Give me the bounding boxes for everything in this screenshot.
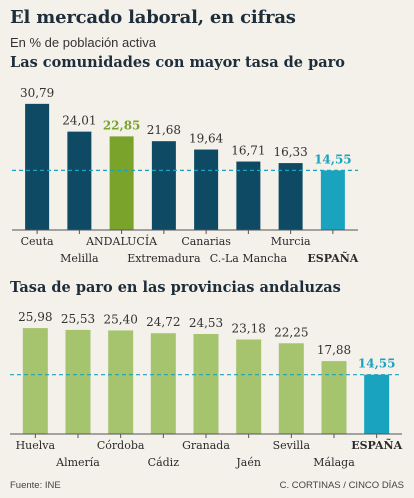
bar-jaen <box>236 339 262 434</box>
category-label-granada: Granada <box>182 439 230 452</box>
bar-almeria <box>65 329 91 434</box>
bar-melilla <box>67 131 92 230</box>
value-label-cordoba: 25,40 <box>103 312 137 326</box>
bar-cordoba <box>108 330 134 434</box>
bar-huelva <box>22 328 48 434</box>
category-label-canarias: Canarias <box>181 235 231 248</box>
bar-chart-comunidades: 30,79 Ceuta 24,01 Melilla 22,85 ANDALUCÍA 21,6… <box>12 86 359 265</box>
value-label-espana: 14,55 <box>314 152 352 166</box>
value-label-murcia: 16,33 <box>273 145 307 159</box>
value-label-almeria: 25,53 <box>61 312 95 326</box>
value-label-canarias: 19,64 <box>189 132 224 146</box>
category-label-murcia: Murcia <box>271 235 311 248</box>
category-label-espana: ESPAÑA <box>307 251 358 265</box>
credit-note: C. CORTINAS / CINCO DÍAS <box>279 480 404 491</box>
source-note: Fuente: INE <box>10 480 61 491</box>
bar-cadiz <box>150 333 176 434</box>
value-label-huelva: 25,98 <box>18 310 52 324</box>
category-label-cordoba: Córdoba <box>97 439 145 452</box>
value-label-melilla: 24,01 <box>62 114 96 128</box>
value-label-andalucia: 22,85 <box>103 118 141 132</box>
bar-extremadura <box>151 141 176 230</box>
value-label-sevilla: 22,25 <box>274 325 308 339</box>
bar-sevilla <box>278 343 304 434</box>
chart-title-comunidades: Las comunidades con mayor tasa de paro <box>10 54 345 71</box>
category-label-ceuta: Ceuta <box>21 235 54 248</box>
value-label-extremadura: 21,68 <box>147 123 181 137</box>
category-label-malaga: Málaga <box>313 456 355 469</box>
category-label-andalucia: ANDALUCÍA <box>85 234 158 248</box>
bar-espana <box>364 374 390 434</box>
bar-c-la-mancha <box>236 161 261 230</box>
category-label-c-la-mancha: C.-La Mancha <box>210 252 288 265</box>
page-subtitle: En % de población activa <box>10 35 156 50</box>
category-label-cadiz: Cádiz <box>148 456 180 469</box>
chart-title-provincias: Tasa de paro en las provincias andaluzas <box>10 279 341 296</box>
page-title: El mercado laboral, en cifras <box>10 7 296 28</box>
value-label-granada: 24,53 <box>189 316 223 330</box>
bar-ceuta <box>25 103 50 230</box>
category-label-espana: ESPAÑA <box>351 438 402 452</box>
bar-chart-provincias: 25,98 Huelva 25,53 Almería 25,40 Córdoba 24,72… <box>10 310 403 469</box>
bar-canarias <box>194 149 219 230</box>
category-label-extremadura: Extremadura <box>127 252 201 265</box>
value-label-espana: 14,55 <box>358 357 396 371</box>
value-label-malaga: 17,88 <box>317 343 351 357</box>
category-label-almeria: Almería <box>55 456 100 469</box>
category-label-jaen: Jaén <box>235 456 261 469</box>
value-label-jaen: 23,18 <box>231 321 265 335</box>
category-label-melilla: Melilla <box>60 252 99 265</box>
bar-granada <box>193 333 219 434</box>
value-label-cadiz: 24,72 <box>146 315 180 329</box>
category-label-huelva: Huelva <box>16 439 56 452</box>
bar-andalucia <box>109 136 134 230</box>
category-label-sevilla: Sevilla <box>273 439 311 452</box>
bar-malaga <box>321 361 347 434</box>
bar-murcia <box>278 163 303 230</box>
value-label-ceuta: 30,79 <box>20 86 54 100</box>
bar-espana <box>320 170 345 230</box>
value-label-c-la-mancha: 16,71 <box>231 144 265 158</box>
